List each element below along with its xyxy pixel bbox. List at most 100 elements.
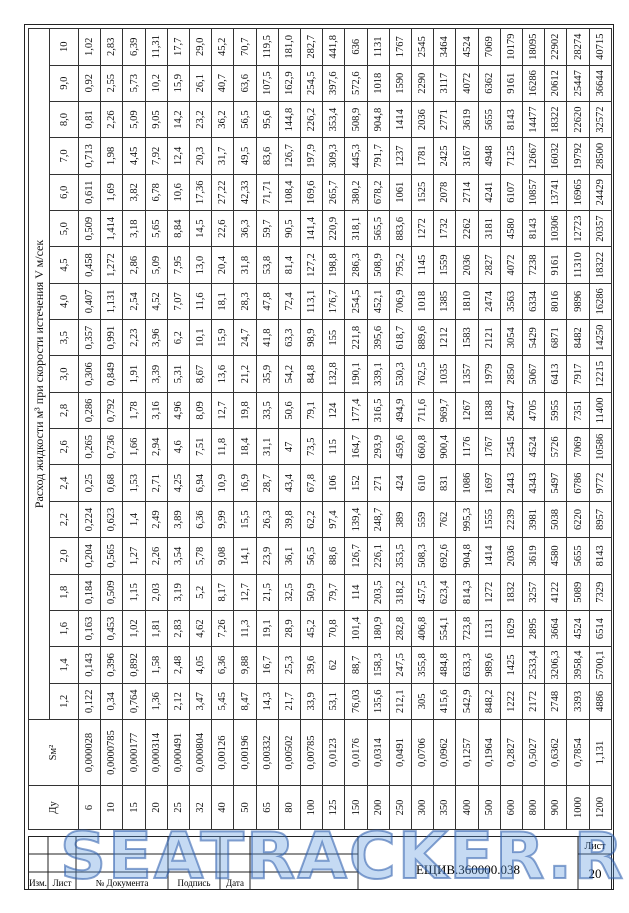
flow-cell: 39,6 [300, 646, 323, 684]
flow-cell: 20357 [589, 210, 612, 247]
flow-cell: 1,4 [122, 501, 146, 538]
flow-cell: 7238 [522, 246, 545, 284]
flow-cell: 5,09 [122, 101, 146, 138]
flow-cell: 4,25 [167, 464, 190, 502]
flow-cell: 1272 [411, 210, 434, 247]
velocity-header: 4,0 [49, 283, 79, 320]
area-cell: 0,5027 [522, 719, 545, 786]
flow-cell: 254,5 [300, 65, 323, 102]
velocity-header: 10 [49, 28, 79, 66]
flow-cell: 1,81 [145, 610, 168, 647]
flow-cell: 2545 [500, 428, 523, 465]
flow-cell: 7,95 [167, 246, 190, 284]
flow-cell: 1018 [411, 283, 434, 320]
flow-cell: 8143 [589, 537, 612, 575]
table-row: 6 0,000028 0,122 0,143 0,163 0,184 0,204 0,224 0… [78, 28, 101, 830]
flow-cell: 1131 [367, 28, 390, 66]
flow-cell: 3563 [500, 283, 523, 320]
flow-cell: 18322 [589, 246, 612, 284]
flow-cell: 83,6 [256, 137, 279, 175]
flow-cell: 989,6 [478, 646, 501, 684]
flow-cell: 56,5 [233, 101, 257, 138]
flow-cell: 63,3 [278, 319, 301, 356]
table-row: 15 0,000177 0,764 0,892 1,02 1,15 1,27 1,4 1,53 1… [122, 28, 146, 830]
flow-cell: 113,1 [300, 283, 323, 320]
flow-cell: 1,98 [100, 137, 123, 175]
flow-cell: 1,58 [145, 646, 168, 684]
flow-cell: 1559 [433, 246, 456, 284]
flow-cell: 2172 [522, 683, 545, 720]
flow-cell: 132,8 [322, 355, 345, 393]
flow-cell: 316,5 [367, 392, 390, 429]
flow-cell: 5,65 [145, 210, 168, 247]
stamp-col: Изм. [29, 878, 47, 888]
area-cell: 0,0706 [411, 719, 434, 786]
flow-cell: 0,764 [122, 683, 146, 720]
flow-cell: 43,4 [278, 464, 301, 502]
velocity-header: 1,6 [49, 610, 79, 647]
flow-cell: 1425 [500, 646, 523, 684]
flow-cell: 63,6 [233, 65, 257, 102]
flow-cell: 1,414 [100, 210, 123, 247]
area-cell: 0,00502 [278, 719, 301, 786]
flow-cell: 47,8 [256, 283, 279, 320]
flow-cell: 23,9 [256, 537, 279, 575]
flow-cell: 0,407 [78, 283, 101, 320]
flow-cell: 20612 [544, 65, 567, 102]
flow-cell: 4,05 [189, 646, 212, 684]
flow-cell: 3167 [455, 137, 479, 175]
flow-cell: 108,4 [278, 174, 301, 211]
flow-cell: 2,26 [100, 101, 123, 138]
flow-cell: 4072 [455, 65, 479, 102]
velocity-header: 6,0 [49, 174, 79, 211]
flow-cell: 3,19 [167, 574, 190, 611]
flow-cell: 21,7 [278, 683, 301, 720]
flow-cell: 2,03 [145, 574, 168, 611]
flow-cell: 23,2 [189, 101, 212, 138]
flow-cell: 36,2 [211, 101, 234, 138]
flow-cell: 212,1 [389, 683, 412, 720]
flow-cell: 14,1 [233, 537, 257, 575]
flow-cell: 7329 [589, 574, 612, 611]
flow-cell: 2425 [433, 137, 456, 175]
flow-cell: 11,31 [145, 28, 168, 66]
flow-cell: 5089 [566, 574, 590, 611]
flow-cell: 8,84 [167, 210, 190, 247]
flow-cell: 22902 [544, 28, 567, 66]
flow-cell: 84,8 [300, 355, 323, 393]
flow-cell: 12723 [566, 210, 590, 247]
flow-cell: 445,3 [344, 137, 368, 175]
flow-cell: 62,2 [300, 501, 323, 538]
flow-cell: 10306 [544, 210, 567, 247]
velocity-header: 4,5 [49, 246, 79, 284]
flow-cell: 6,94 [189, 464, 212, 502]
flow-cell: 0,892 [122, 646, 146, 684]
flow-cell: 28,7 [256, 464, 279, 502]
flow-cell: 6362 [478, 65, 501, 102]
velocity-header: 9,0 [49, 65, 79, 102]
flow-cell: 452,1 [367, 283, 390, 320]
flow-cell: 395,6 [367, 319, 390, 356]
flow-cell: 9896 [566, 283, 590, 320]
flow-cell: 4524 [566, 610, 590, 647]
flow-cell: 158,3 [367, 646, 390, 684]
flow-cell: 10,9 [211, 464, 234, 502]
flow-cell: 1,69 [100, 174, 123, 211]
flow-cell: 6,36 [189, 501, 212, 538]
flow-cell: 0,204 [78, 537, 101, 575]
flow-cell: 1212 [433, 319, 456, 356]
area-header: Sм² [28, 719, 79, 786]
flow-cell: 79,7 [322, 574, 345, 611]
flow-cell: 2895 [522, 610, 545, 647]
flow-cell: 2,71 [145, 464, 168, 502]
flow-cell: 8482 [566, 319, 590, 356]
flow-cell: 5,2 [189, 574, 212, 611]
table-row: 400 0,1257 542,9 633,3 723,8 814,3 904,8 995,3 1… [455, 28, 479, 830]
flow-cell: 9161 [500, 65, 523, 102]
area-cell: 0,7854 [566, 719, 590, 786]
flow-cell: 247,5 [389, 646, 412, 684]
flow-cell: 50,9 [300, 574, 323, 611]
flow-cell: 415,6 [433, 683, 456, 720]
area-cell: 0,000177 [122, 719, 146, 786]
flow-cell: 1767 [389, 28, 412, 66]
